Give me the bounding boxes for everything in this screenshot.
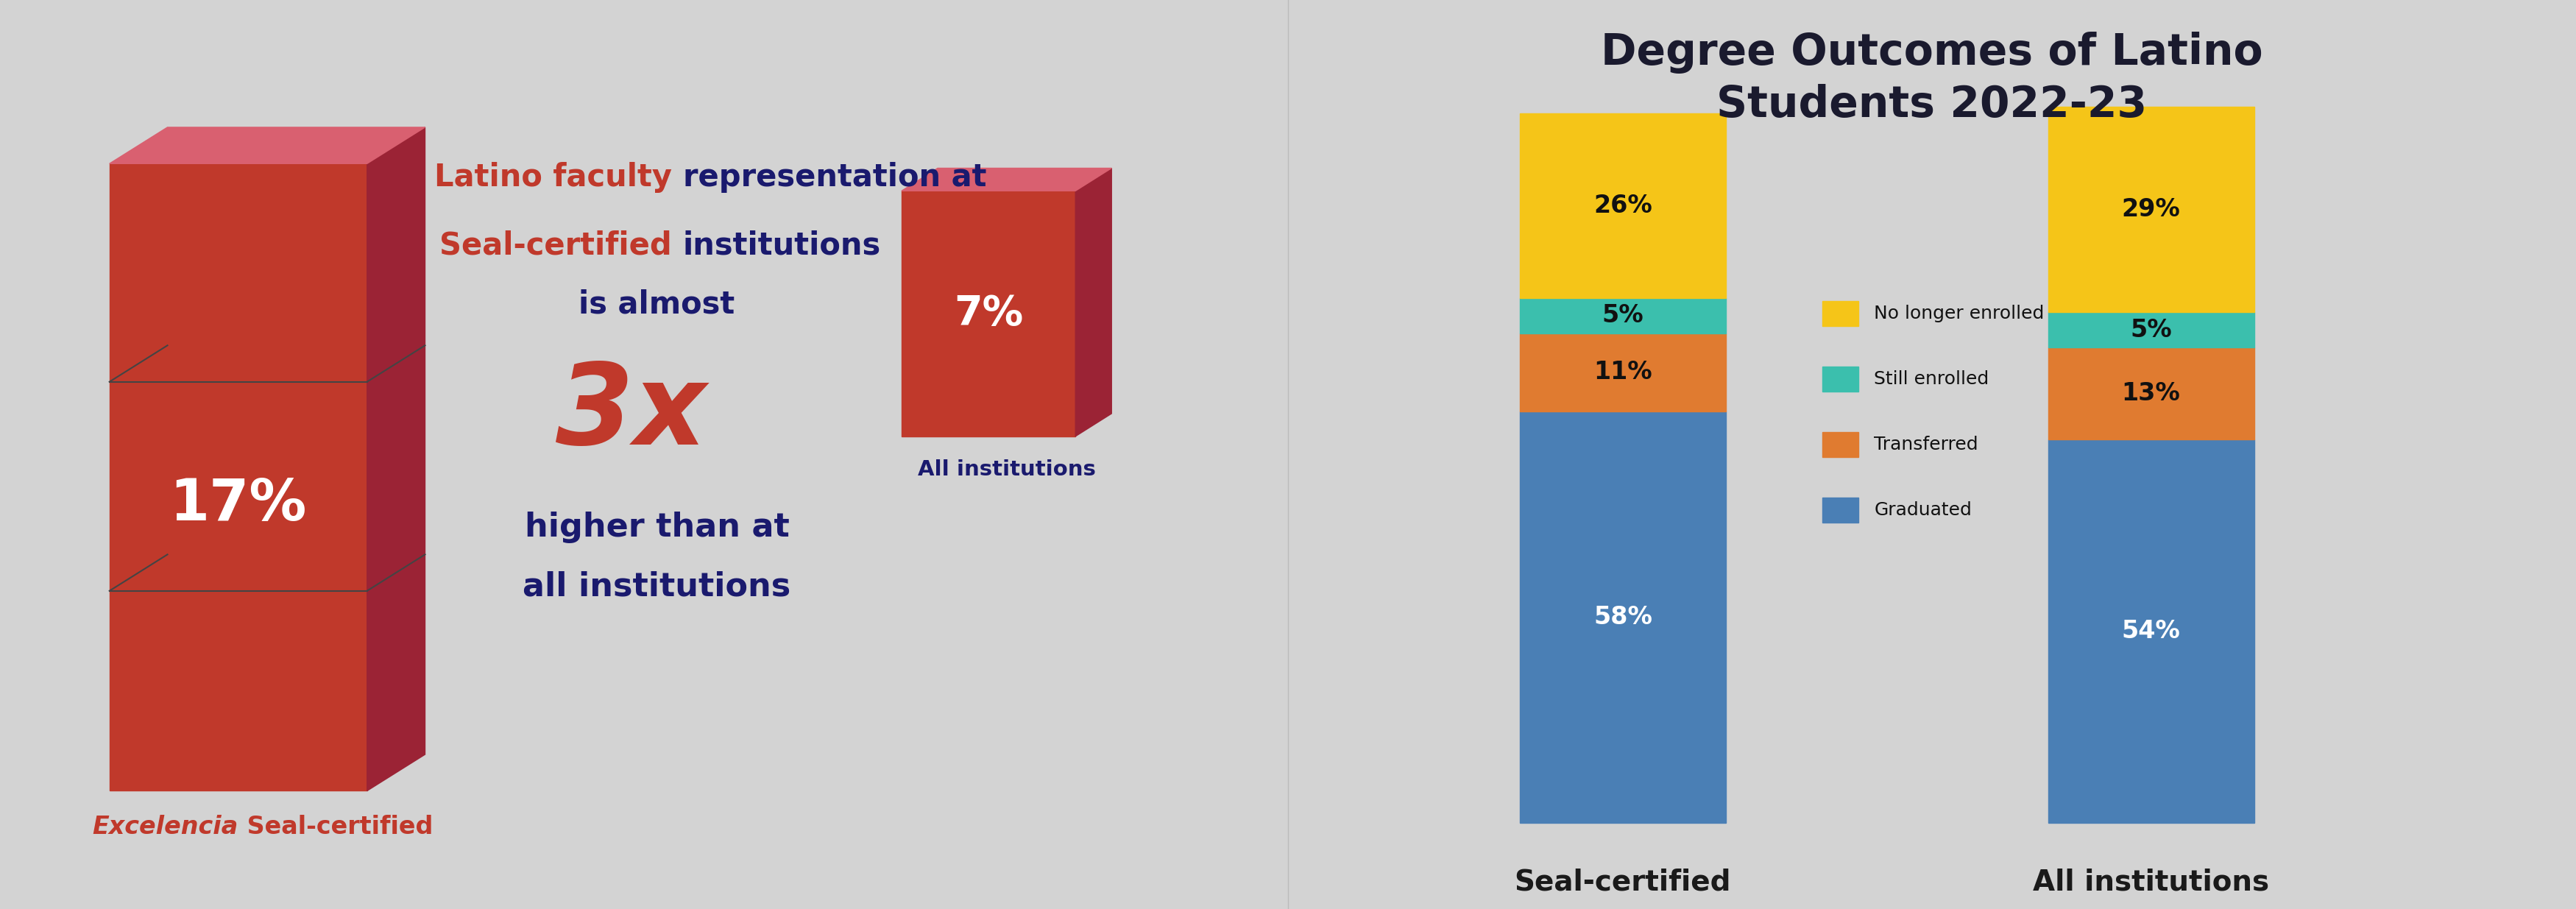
Text: 3x: 3x	[556, 359, 706, 468]
Text: all institutions: all institutions	[523, 571, 791, 602]
Bar	[2048, 347, 2254, 440]
Text: institutions: institutions	[683, 230, 881, 261]
Bar	[2048, 312, 2254, 347]
Bar	[108, 164, 368, 791]
Text: 7%: 7%	[953, 294, 1023, 334]
Bar	[1824, 432, 1860, 457]
Text: 58%: 58%	[1595, 604, 1651, 629]
Text: Seal-certified: Seal-certified	[440, 230, 683, 261]
Bar	[2048, 106, 2254, 312]
Text: 54%: 54%	[2123, 619, 2179, 644]
Text: All institutions: All institutions	[2032, 868, 2269, 896]
Text: 26%: 26%	[1595, 194, 1651, 218]
Text: Excelencia: Excelencia	[93, 815, 240, 839]
Text: 17%: 17%	[170, 476, 307, 533]
Bar	[1520, 114, 1726, 298]
Polygon shape	[368, 127, 425, 791]
Text: Transferred: Transferred	[1875, 435, 1978, 454]
Bar	[2048, 440, 2254, 823]
Bar	[902, 191, 1077, 436]
Polygon shape	[1077, 168, 1113, 436]
Bar	[1824, 366, 1860, 392]
Text: Latino faculty: Latino faculty	[435, 162, 683, 193]
Text: 5%: 5%	[1602, 304, 1643, 328]
Text: 29%: 29%	[2123, 197, 2179, 222]
Polygon shape	[108, 127, 425, 164]
Text: higher than at: higher than at	[526, 512, 788, 543]
Bar	[1520, 298, 1726, 334]
Text: Still enrolled: Still enrolled	[1875, 370, 1989, 388]
Text: No longer enrolled: No longer enrolled	[1875, 305, 2045, 323]
Text: 13%: 13%	[2123, 382, 2179, 405]
Bar	[1824, 301, 1860, 326]
Text: Seal-certified: Seal-certified	[240, 815, 433, 839]
Text: 5%: 5%	[2130, 318, 2172, 342]
Text: Degree Outcomes of Latino
Students 2022-23: Degree Outcomes of Latino Students 2022-…	[1600, 32, 2264, 125]
Text: is almost: is almost	[580, 289, 734, 320]
Text: representation at: representation at	[683, 162, 987, 193]
Text: Graduated: Graduated	[1875, 501, 1971, 519]
Text: All institutions: All institutions	[917, 459, 1095, 480]
Bar	[1824, 497, 1860, 523]
Polygon shape	[902, 168, 1113, 191]
Text: 11%: 11%	[1595, 360, 1651, 385]
Bar	[1520, 412, 1726, 823]
Bar	[1520, 334, 1726, 412]
Text: Seal-certified: Seal-certified	[1515, 868, 1731, 896]
